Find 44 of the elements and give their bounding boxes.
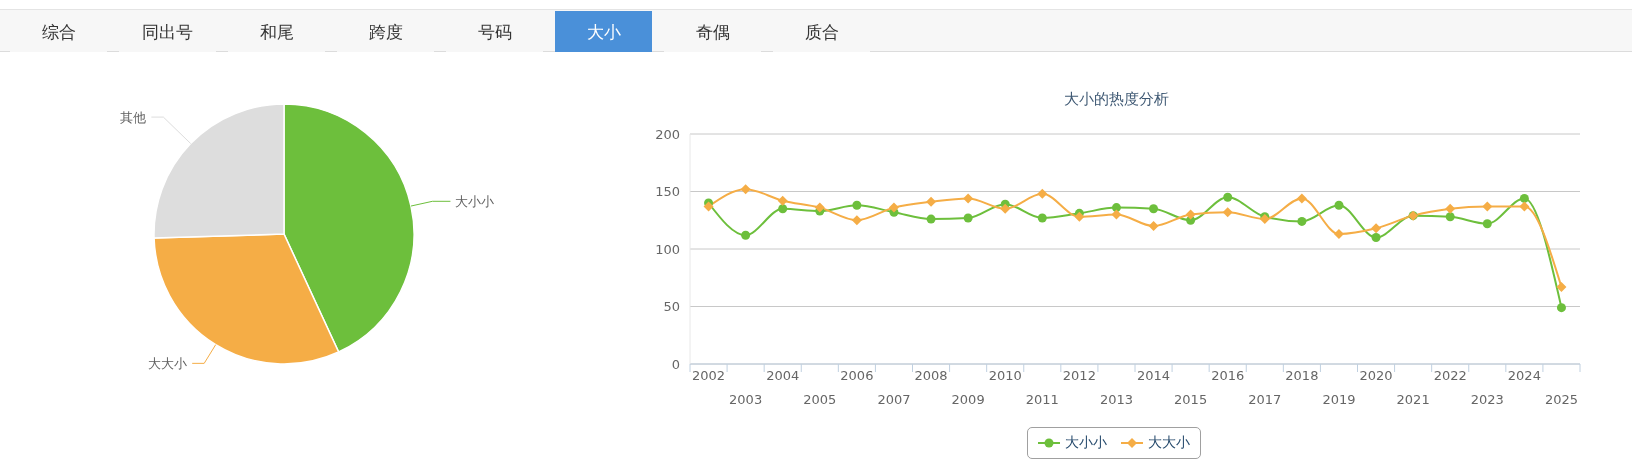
x-tick-label: 2004 [766, 368, 800, 383]
chart-title: 大小的热度分析 [1063, 90, 1169, 109]
category-label: 同出号 [142, 20, 193, 43]
slice-label: 大小小 [455, 193, 495, 209]
category-label: 质合 [804, 20, 839, 43]
x-tick-label: 2017 [1248, 392, 1282, 407]
x-tick-label: 2010 [988, 368, 1022, 383]
legend-label: 大大小 [1148, 434, 1190, 452]
x-tick-label: 2016 [1211, 368, 1245, 383]
x-tick-label: 2023 [1470, 392, 1504, 407]
x-tick-label: 2009 [951, 392, 985, 407]
x-tick-label: 2003 [729, 392, 763, 407]
y-tick-label: 50 [663, 299, 680, 315]
x-tick-label: 2024 [1507, 368, 1541, 383]
x-tick-label: 2022 [1433, 368, 1467, 383]
x-tick-label: 2007 [877, 392, 911, 407]
x-tick-label: 2019 [1322, 392, 1356, 407]
category-label: 综合 [41, 20, 76, 43]
x-tick-label: 2014 [1136, 368, 1171, 383]
category-label: 和尾 [259, 20, 294, 43]
category-label: 跨度 [368, 20, 403, 43]
x-tick-label: 2011 [1025, 392, 1059, 407]
x-tick-label: 2002 [691, 368, 726, 383]
x-tick-label: 2015 [1174, 392, 1208, 407]
legend-label: 大小小 [1065, 434, 1107, 452]
tab: 大小 [555, 11, 652, 52]
y-tick-label: 100 [655, 241, 680, 257]
x-tick-label: 2013 [1099, 392, 1134, 407]
category-label: 奇偶 [695, 20, 730, 43]
category-label: 大小 [586, 20, 621, 43]
x-tick-label: 2012 [1062, 368, 1096, 383]
x-tick-label: 2005 [803, 392, 837, 407]
y-tick-label: 200 [655, 126, 680, 142]
y-tick-label: 150 [655, 184, 680, 200]
slice-label: 大大小 [148, 355, 188, 371]
x-tick-label: 2021 [1396, 392, 1430, 407]
x-tick-label: 2006 [840, 368, 874, 383]
x-tick-label: 2020 [1359, 368, 1393, 383]
x-tick-label: 2025 [1544, 392, 1579, 407]
category-label: 号码 [477, 20, 512, 43]
y-tick-label: 0 [671, 356, 680, 372]
x-tick-label: 2018 [1285, 368, 1319, 383]
slice-label: 其他 [120, 109, 147, 125]
x-tick-label: 2008 [914, 368, 948, 383]
